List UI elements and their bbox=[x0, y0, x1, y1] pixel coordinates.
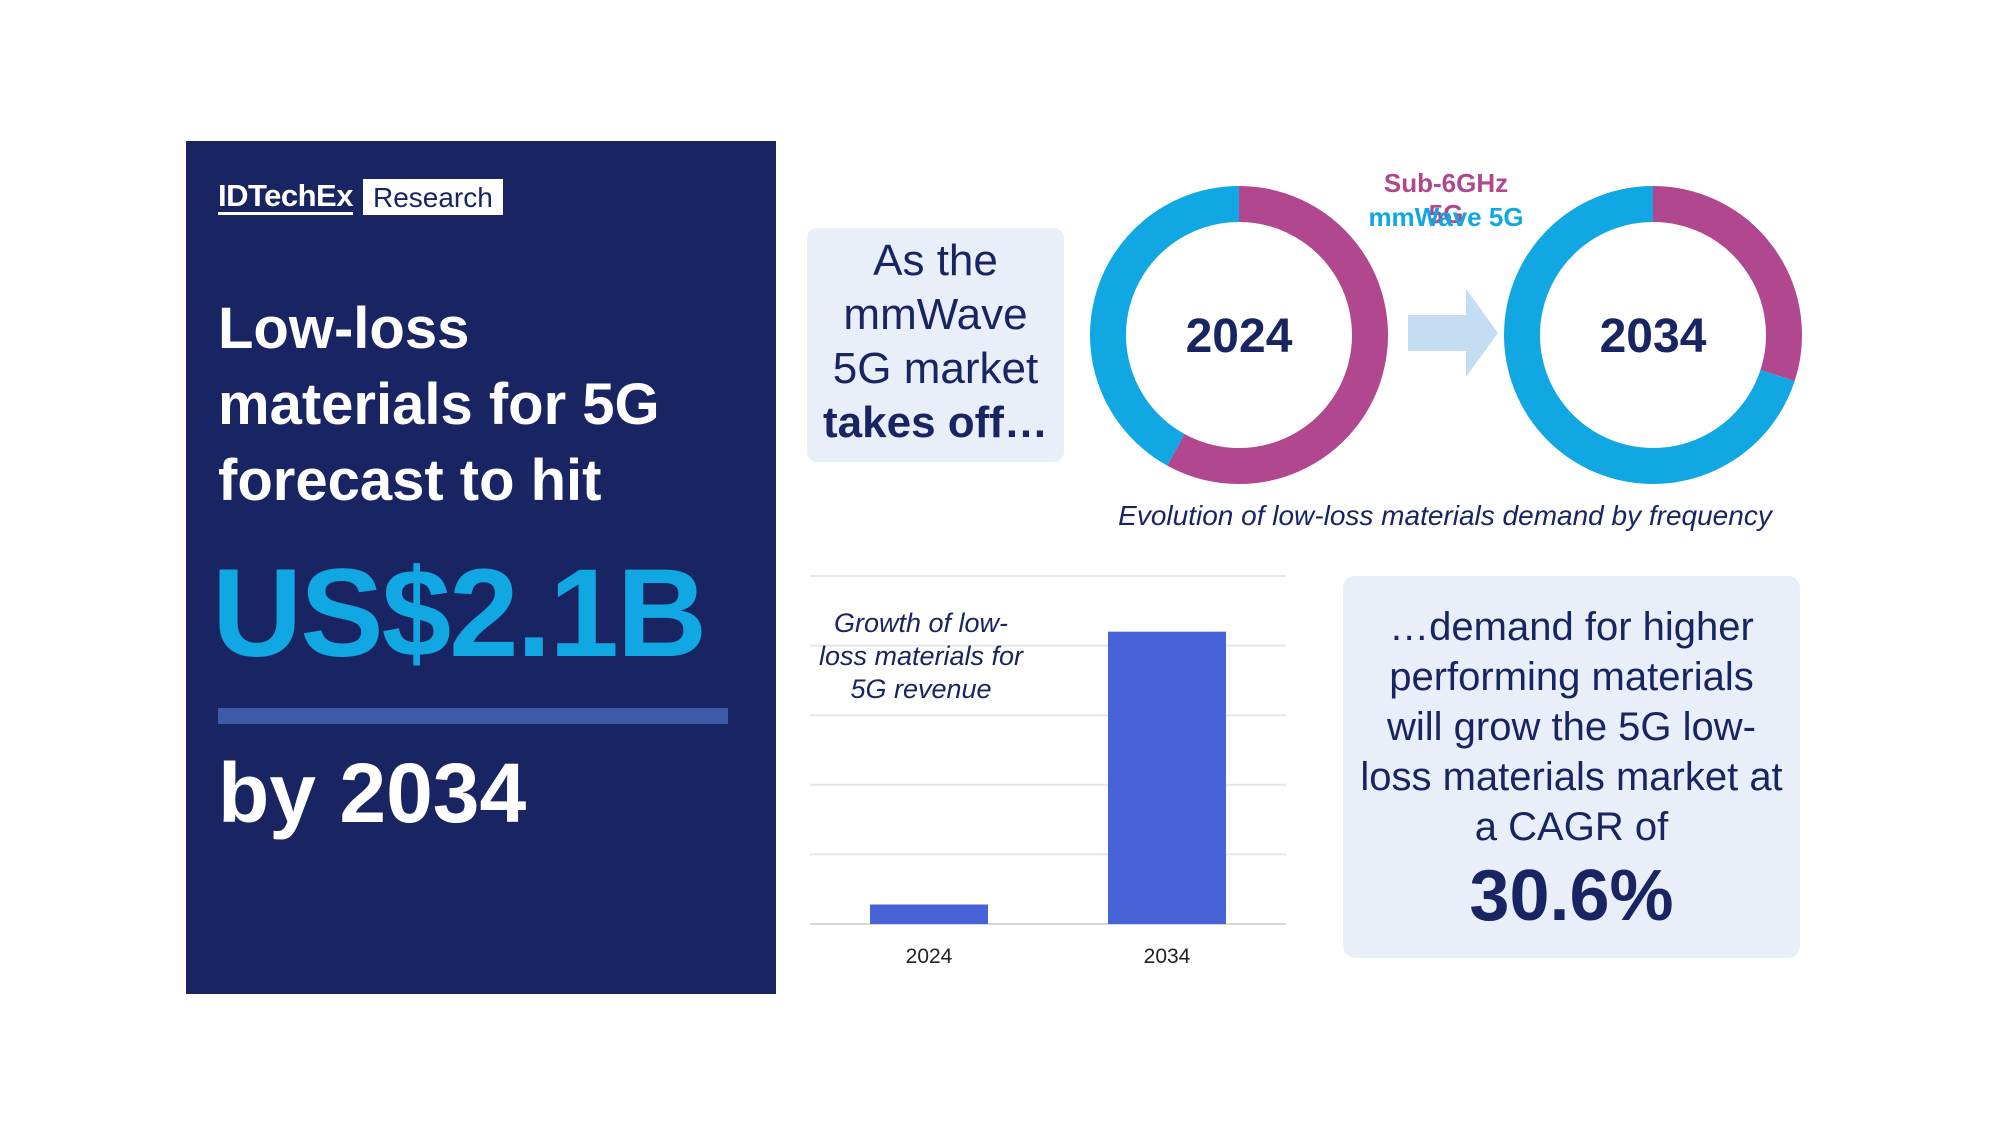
intro-callout: As the mmWave 5G market takes off… bbox=[807, 228, 1064, 462]
x-tick-label: 2024 bbox=[906, 945, 953, 968]
logo-wordmark: IDTechEx bbox=[218, 177, 353, 215]
target-year: by 2034 bbox=[218, 746, 527, 840]
arrow-right-icon bbox=[1408, 289, 1498, 377]
donut-2034: 2034 bbox=[1504, 186, 1802, 484]
intro-line-bold: takes off… bbox=[823, 398, 1048, 447]
intro-line-3: 5G market bbox=[832, 344, 1039, 393]
intro-line-2: mmWave bbox=[843, 290, 1028, 339]
divider-bar bbox=[218, 708, 728, 724]
donut-2024: 2024 bbox=[1090, 186, 1388, 484]
donut-charts: 2024 2034 bbox=[1090, 186, 1802, 484]
revenue-bar-chart: 2024 2034 bbox=[810, 575, 1286, 968]
cagr-description: …demand for higher performing materials … bbox=[1360, 605, 1783, 849]
headline-text: Low-loss materials for 5G forecast to hi… bbox=[218, 296, 660, 513]
cagr-value: 30.6% bbox=[1469, 856, 1674, 936]
donut-slice-mmwave bbox=[1090, 186, 1240, 466]
bar-2034 bbox=[1108, 631, 1226, 924]
bar-2024 bbox=[870, 904, 988, 924]
intro-line-1: As the bbox=[873, 236, 998, 285]
headline-panel: IDTechEx Research Low-loss materials for… bbox=[186, 141, 776, 994]
market-value: US$2.1B bbox=[212, 544, 707, 683]
x-tick-label: 2034 bbox=[1144, 945, 1191, 968]
idtechex-logo: IDTechEx Research bbox=[218, 175, 503, 219]
cagr-callout: …demand for higher performing materials … bbox=[1343, 576, 1800, 958]
logo-research-tag: Research bbox=[362, 179, 503, 215]
legend-sub6ghz: Sub-6GHz 5G bbox=[1383, 168, 1509, 229]
donut-caption: Evolution of low-loss materials demand b… bbox=[1118, 500, 1772, 531]
donut-center-label: 2024 bbox=[1186, 310, 1293, 363]
legend-mmwave: mmWave 5G bbox=[1368, 202, 1524, 232]
donut-center-label: 2034 bbox=[1600, 310, 1707, 363]
bar-chart-title: Growth of low-loss materials for 5G reve… bbox=[818, 608, 1024, 704]
donut-slice-sub6ghz bbox=[1167, 186, 1388, 484]
donut-slice-sub6ghz bbox=[1652, 186, 1802, 382]
donut-slice-mmwave bbox=[1504, 186, 1795, 484]
